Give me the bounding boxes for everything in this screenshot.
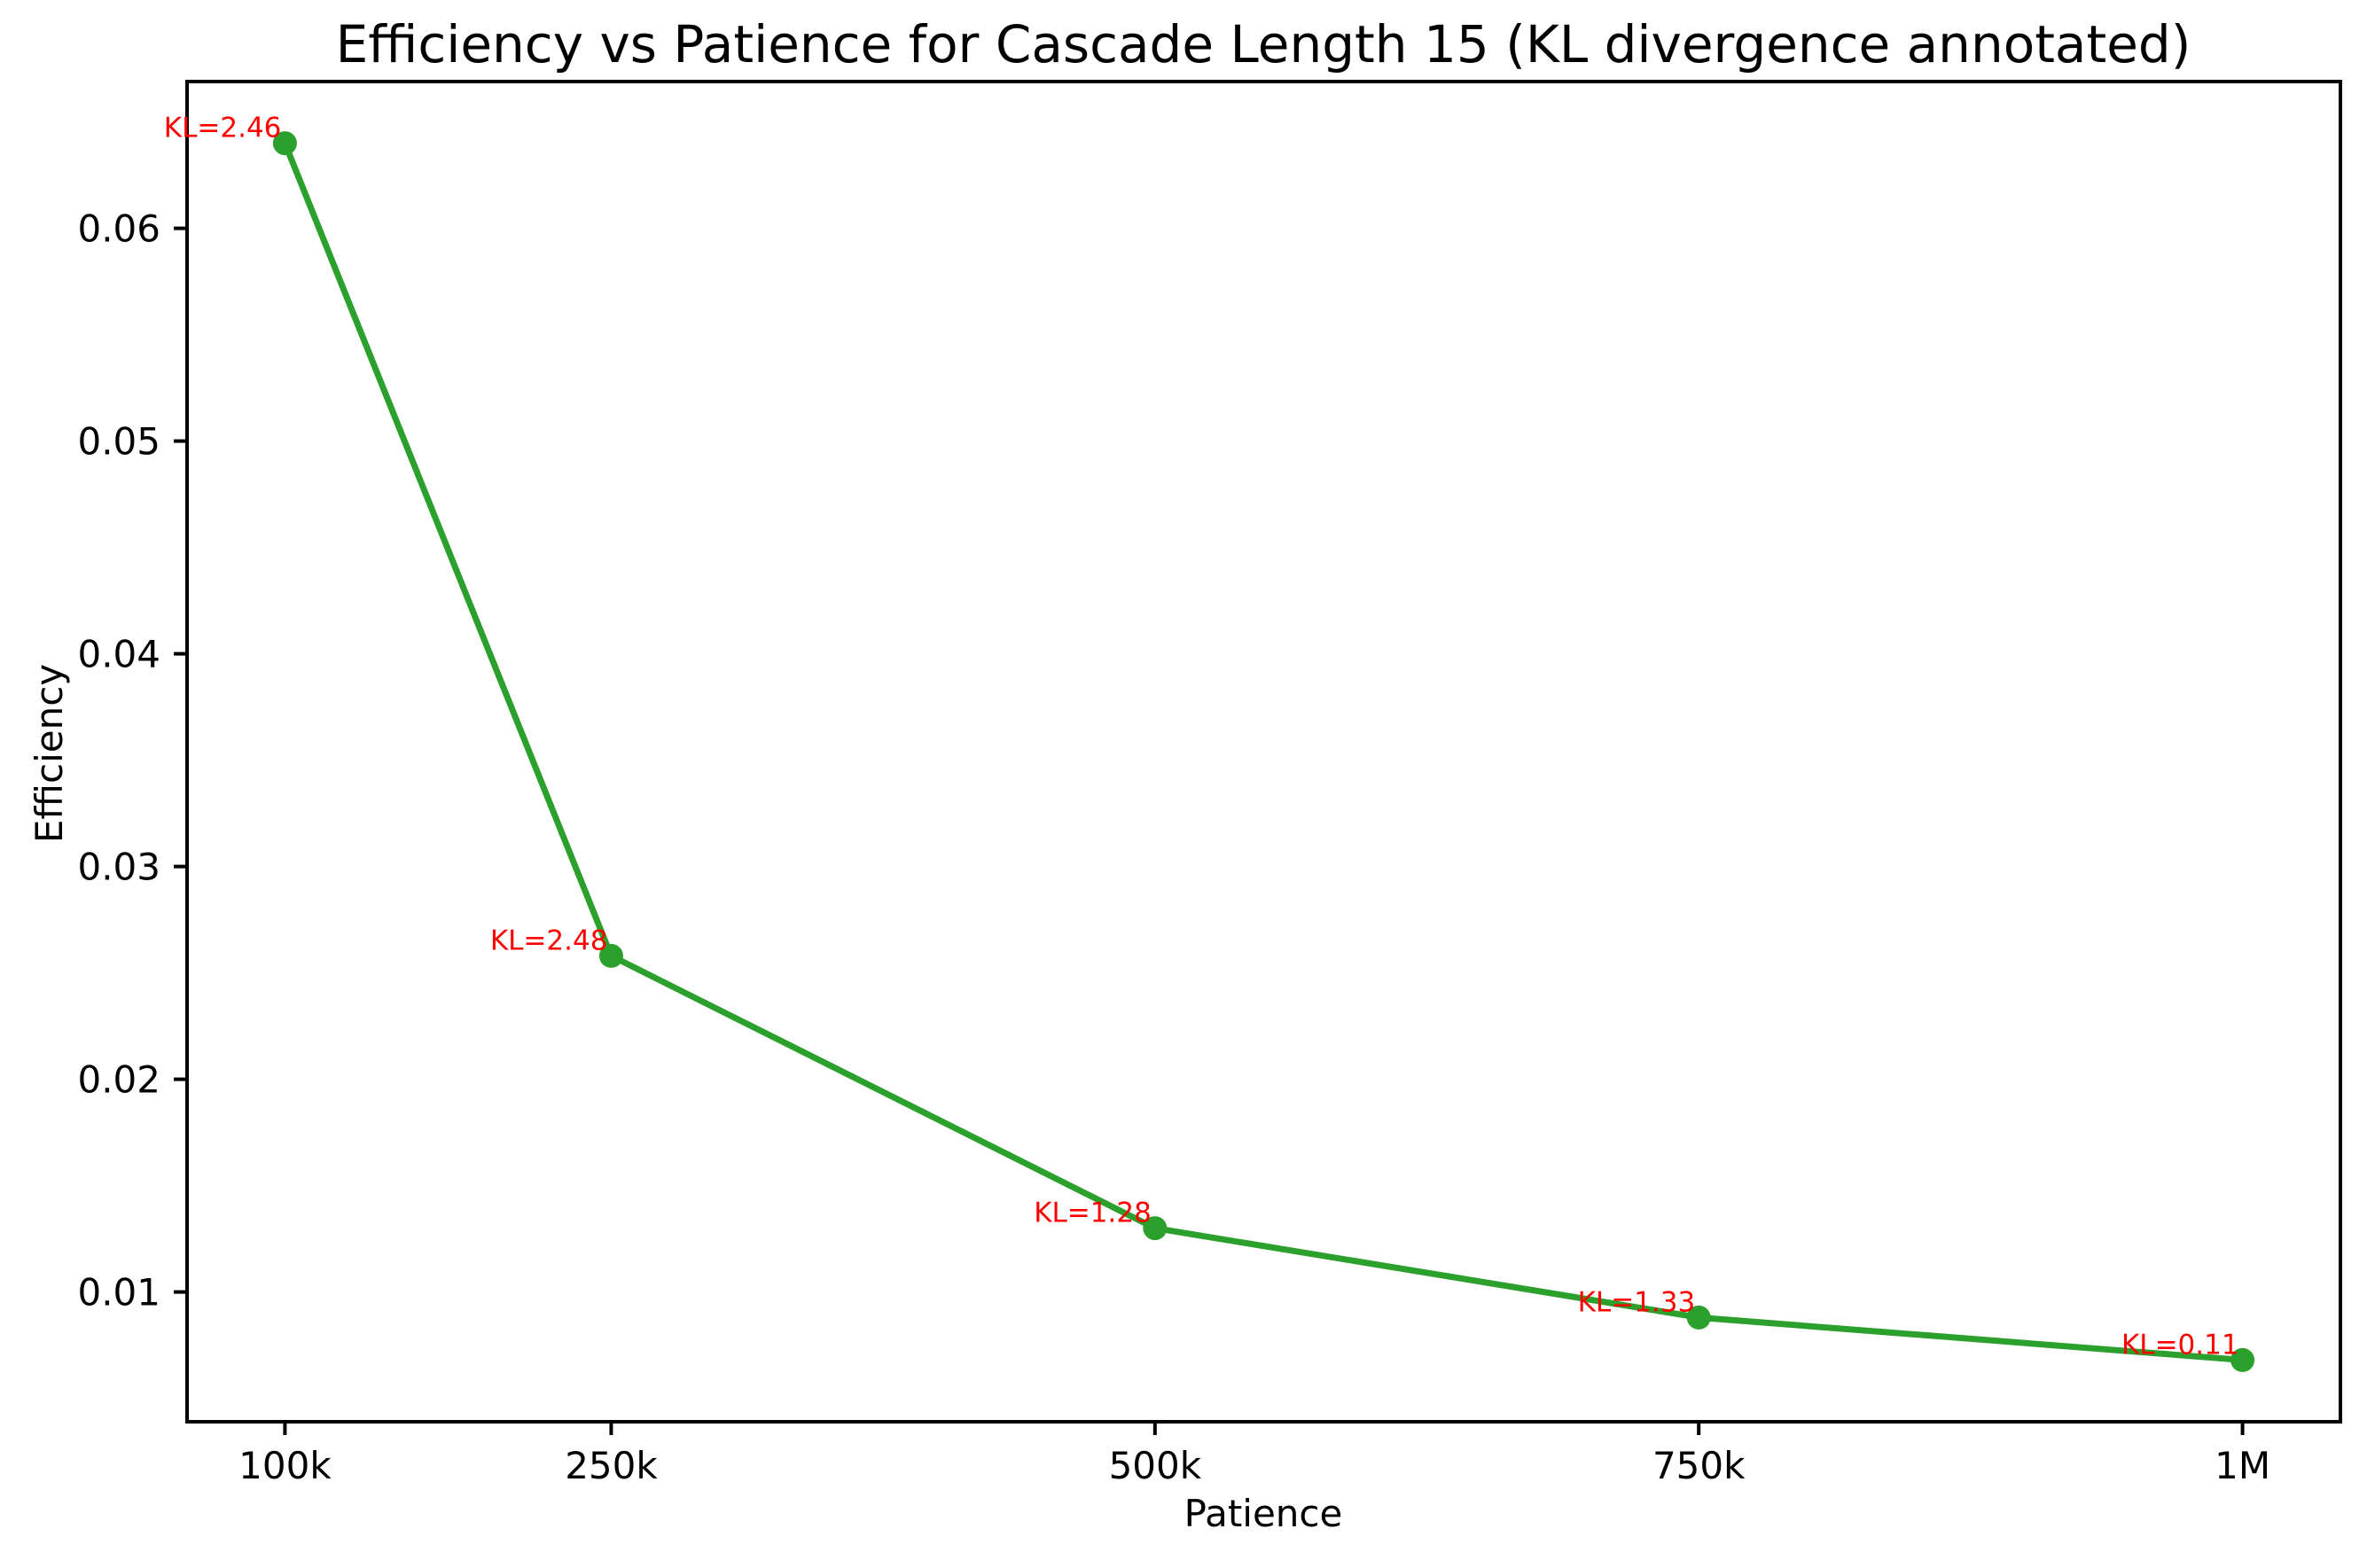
kl-annotation-label: KL=0.11 — [2121, 1329, 2239, 1361]
efficiency-line — [281, 140, 2246, 1363]
x-tick-label: 100k — [238, 1444, 332, 1487]
kl-annotation-label: KL=1.28 — [1034, 1197, 1152, 1229]
y-tick-label: 0.06 — [77, 207, 160, 251]
data-points-group — [272, 131, 2255, 1372]
kl-annotation-label: KL=2.48 — [490, 924, 608, 956]
x-axis-label: Patience — [1184, 1492, 1343, 1535]
plot-area-spines — [185, 80, 2342, 1424]
x-tick-label: 500k — [1109, 1444, 1202, 1487]
chart-title: Efficiency vs Patience for Cascade Lengt… — [336, 14, 2191, 74]
y-tick-label: 0.04 — [77, 633, 160, 676]
x-tick-label: 1M — [2215, 1444, 2270, 1487]
kl-annotation-label: KL=1.33 — [1578, 1286, 1696, 1318]
data-point-marker — [1143, 1216, 1168, 1241]
y-tick-label: 0.05 — [77, 420, 160, 464]
data-point-marker — [598, 943, 623, 968]
y-tick-label: 0.01 — [77, 1271, 160, 1314]
data-point-marker — [272, 131, 297, 156]
x-tick-label: 250k — [565, 1444, 658, 1487]
y-axis-ticks: 0.01 0.02 0.03 0.04 0.05 0.06 — [77, 207, 187, 1314]
y-tick-label: 0.02 — [77, 1058, 160, 1102]
data-point-marker — [1686, 1305, 1711, 1330]
data-point-marker — [2230, 1347, 2255, 1372]
x-tick-label: 750k — [1652, 1444, 1746, 1487]
y-axis-label: Efficiency — [27, 664, 71, 843]
data-line-group — [281, 140, 2246, 1363]
y-tick-label: 0.03 — [77, 846, 160, 889]
kl-annotations-group: KL=2.46 KL=2.48 KL=1.28 KL=1.33 KL=0.11 — [164, 113, 2239, 1361]
x-axis-ticks: 100k 250k 500k 750k 1M — [238, 1422, 2270, 1487]
kl-annotation-label: KL=2.46 — [164, 113, 282, 144]
